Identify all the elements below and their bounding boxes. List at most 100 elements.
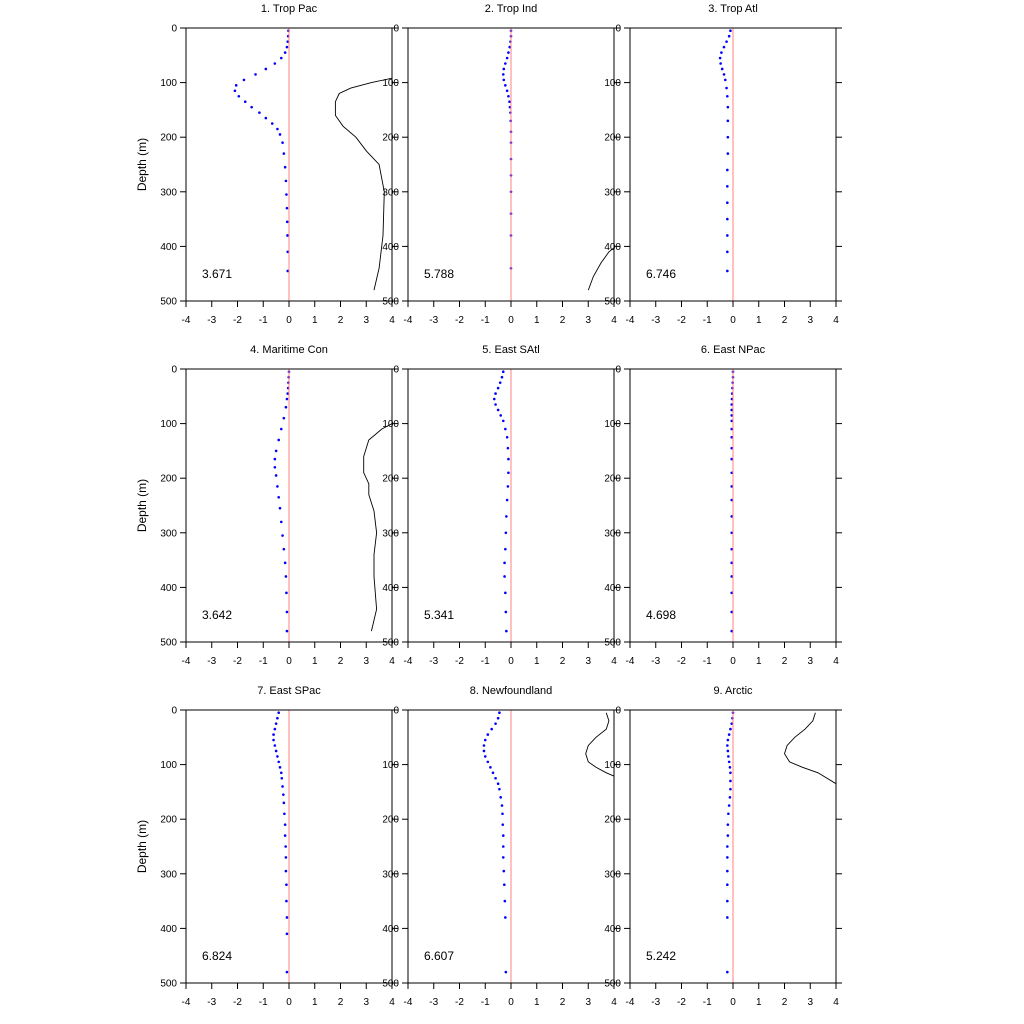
series-group [730,369,735,642]
y-tick-label: 400 [160,583,177,594]
panel-title: 7. East SPac [257,685,321,697]
data-point [720,51,723,54]
panel-annotation: 6.824 [202,949,232,963]
data-point [726,738,730,742]
data-point [283,165,287,169]
x-tick-label: 2 [338,656,344,667]
data-point [726,744,729,747]
data-point [285,932,289,936]
data-point [486,733,490,736]
data-point [277,760,281,764]
y-tick-label: 200 [604,815,621,826]
x-tick-label: -4 [626,315,635,326]
x-tick-label: -4 [182,656,191,667]
series-line [585,712,614,777]
data-point [234,84,238,87]
data-point [728,766,732,769]
x-tick-label: 1 [534,997,540,1008]
data-point [286,234,289,237]
chart-panel-8: 8. Newfoundland-4 -3 -2 -1 0 1 2 3 4010020030040… [382,685,620,1008]
chart-panel-5: 5. East SAtl -4 -3 -2 -1 0 1 2 3 4 0 100 200 300 400 50… [382,344,620,667]
panel-title: 1. Trop Pac [261,3,318,15]
data-point [730,561,734,565]
chart-panel-2: 2. Trop Ind -4 -3 -2 -1 0 1 2 3 4 0 100 200 300 400 500… [382,3,620,326]
data-point [501,812,504,816]
data-point [483,755,487,758]
data-point [273,744,277,747]
panel-annotation: 4.698 [646,608,676,622]
x-tick-label: 0 [730,997,736,1008]
data-point [278,506,282,510]
data-point [285,397,289,401]
x-tick-label: 2 [560,997,566,1008]
data-point [282,152,286,155]
x-tick-label: -1 [703,656,712,667]
x-tick-label: -1 [703,997,712,1008]
data-point [501,845,505,848]
data-point [501,834,505,837]
data-point [233,89,237,93]
y-tick-label: 200 [160,133,177,144]
x-tick-label: 2 [338,315,344,326]
series-line [587,247,614,291]
data-point [277,496,281,499]
x-tick-label: 0 [508,656,514,667]
data-point [727,760,731,764]
data-point [726,119,730,123]
data-point [730,591,734,595]
y-tick-label: 300 [382,869,399,880]
data-point [503,561,506,565]
data-point [502,67,506,71]
y-tick-label: 200 [604,133,621,144]
panel-title: 5. East SAtl [482,344,539,356]
panel-title: 9. Arctic [713,685,753,697]
data-point [730,498,734,502]
data-point [730,722,734,725]
data-point [726,217,729,221]
data-point [254,73,257,76]
data-point [279,520,283,524]
data-point [276,755,279,758]
y-tick-label: 100 [604,78,621,89]
data-point [277,711,281,715]
y-axis-label: Depth (m) [135,820,149,873]
data-point [283,561,287,565]
data-point [494,722,497,725]
x-tick-label: -3 [429,656,438,667]
x-tick-label: 4 [611,315,617,326]
series-group [501,28,614,301]
series-group [233,28,392,301]
data-point [726,845,729,848]
data-point [506,485,510,488]
y-tick-label: 0 [393,24,399,35]
data-point [508,45,512,49]
y-axis-label: Depth (m) [135,479,149,532]
data-point [285,899,288,903]
data-point [726,135,730,139]
data-point [285,883,288,887]
data-point [284,856,288,859]
data-point [730,610,734,614]
data-point [507,94,510,98]
y-tick-label: 100 [160,760,177,771]
series-line [784,712,836,785]
x-tick-label: -4 [626,656,635,667]
panel-title: 8. Newfoundland [470,685,553,697]
x-tick-label: 1 [756,315,762,326]
y-tick-label: 100 [382,419,399,430]
data-point [258,111,261,114]
x-tick-label: 3 [807,315,813,326]
data-point [727,733,731,736]
data-point [730,629,734,633]
x-tick-label: -4 [182,315,191,326]
data-point [285,970,289,974]
x-tick-label: 2 [782,997,788,1008]
x-tick-label: 1 [312,997,318,1008]
y-tick-label: 100 [160,419,177,430]
data-point [507,51,510,54]
x-tick-label: -4 [404,656,413,667]
data-point [727,804,731,807]
x-tick-label: 0 [286,997,292,1008]
data-point [273,457,277,461]
x-tick-label: -3 [651,656,660,667]
